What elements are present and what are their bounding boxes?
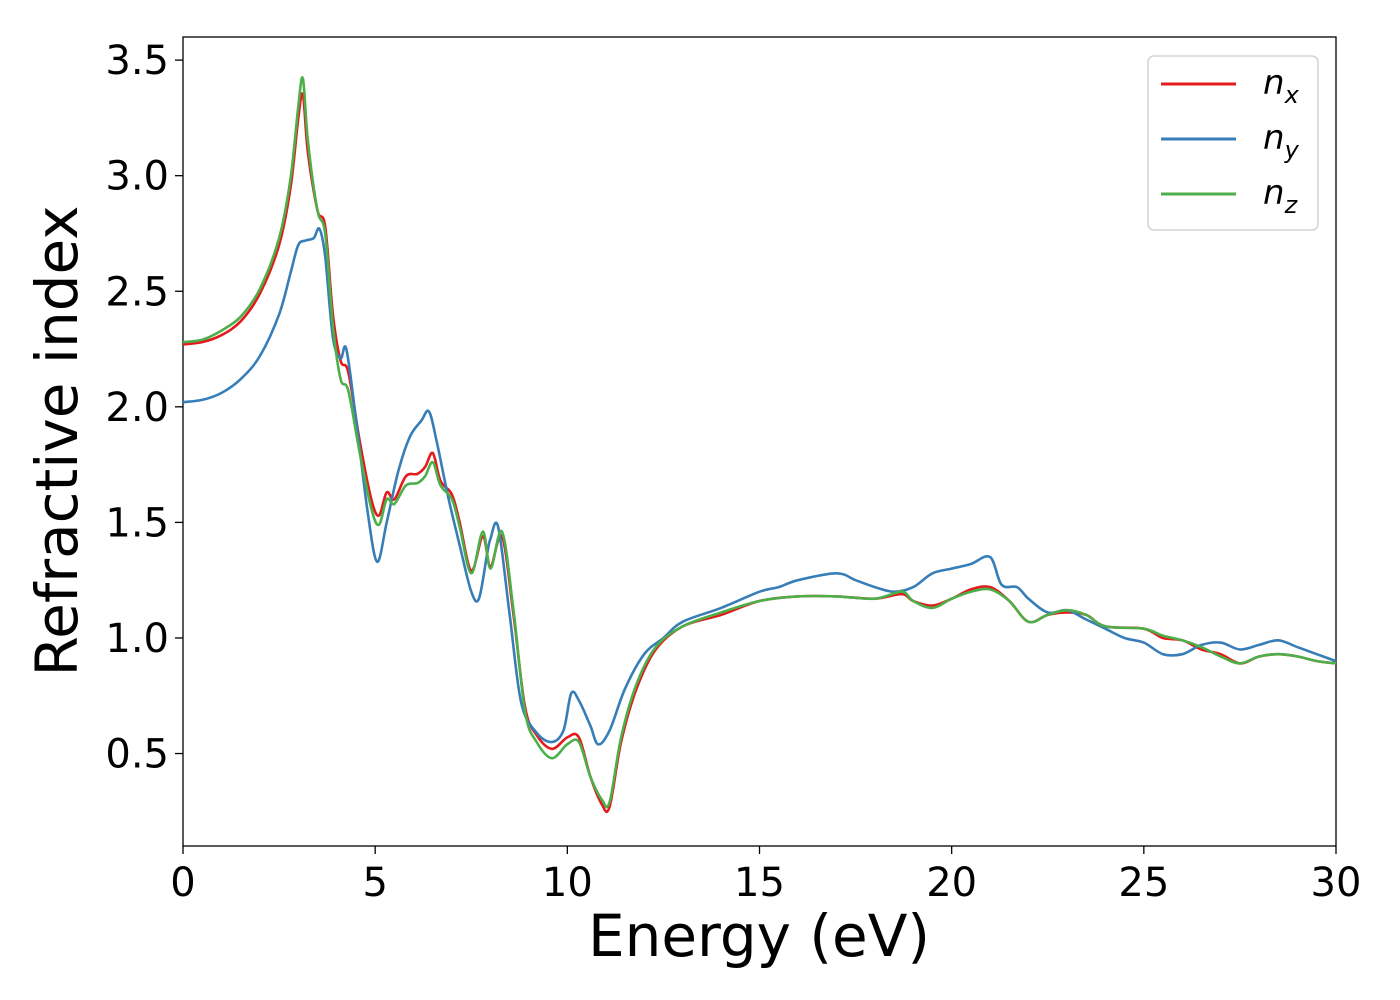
y-axis-label: Refractive index (23, 205, 91, 676)
legend-label-ny: ny (1263, 118, 1300, 164)
x-tick-label: 5 (362, 860, 387, 906)
legend-label-main: n (1263, 118, 1285, 158)
y-tick-label: 1.0 (105, 616, 169, 662)
x-tick-label: 25 (1118, 860, 1169, 906)
y-tick-label: 3.5 (105, 38, 169, 84)
x-axis-ticks: 0 5 10 15 20 25 30 (170, 846, 1361, 906)
y-tick-label: 2.5 (105, 269, 169, 315)
y-tick-label: 1.5 (105, 500, 169, 546)
x-tick-label: 15 (734, 860, 785, 906)
x-tick-label: 20 (926, 860, 977, 906)
legend-label-subscript: y (1284, 136, 1300, 164)
legend-label-subscript: x (1284, 81, 1300, 109)
legend-box (1147, 55, 1319, 231)
legend-label-subscript: z (1284, 191, 1299, 219)
series-line-nz (182, 76, 1337, 809)
legend-label-main: n (1263, 63, 1285, 103)
y-axis-ticks: 0.5 1.0 1.5 2.0 2.5 3.0 3.5 (105, 38, 183, 778)
legend-label-nz: nz (1263, 173, 1299, 219)
series-line-ny (182, 226, 1337, 746)
x-tick-label: 0 (170, 860, 195, 906)
legend-label-nx: nx (1263, 63, 1300, 109)
y-tick-label: 0.5 (105, 732, 169, 778)
legend-label-main: n (1263, 173, 1285, 213)
x-tick-label: 30 (1311, 860, 1362, 906)
x-axis-label: Energy (eV) (588, 902, 930, 970)
y-tick-label: 2.0 (105, 385, 169, 431)
plot-area (182, 36, 1337, 847)
y-tick-label: 3.0 (105, 154, 169, 200)
x-tick-label: 10 (542, 860, 593, 906)
series-lines (182, 76, 1337, 814)
